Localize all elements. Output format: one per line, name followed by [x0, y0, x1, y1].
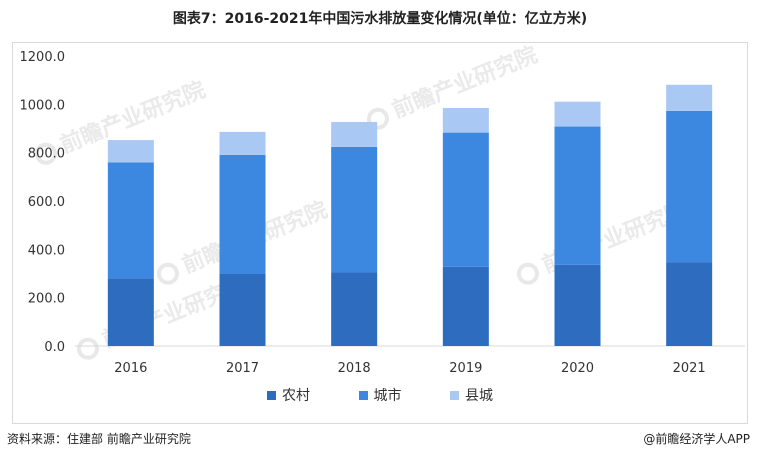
- y-tick-label: 800.0: [28, 147, 65, 162]
- bar-segment-2017-urban: [219, 154, 266, 274]
- bar-segment-2019-urban: [442, 132, 489, 267]
- legend-item-urban: 城市: [358, 385, 402, 405]
- y-tick-label: 200.0: [28, 292, 65, 307]
- bar-segment-2020-rural: [554, 264, 601, 346]
- legend-swatch-county: [449, 390, 459, 400]
- bar-segment-2019-county: [442, 107, 489, 133]
- legend-label: 农村: [282, 388, 311, 404]
- bar-segment-2017-county: [219, 131, 266, 155]
- y-tick-label: 600.0: [28, 195, 65, 210]
- credit-note: @前瞻经济学人APP: [643, 432, 750, 446]
- legend-swatch-urban: [358, 390, 368, 400]
- bar-segment-2021-rural: [666, 262, 713, 346]
- legend-item-rural: 农村: [267, 385, 310, 405]
- bar-segment-2017-rural: [219, 273, 266, 346]
- chart-title: 图表7：2016-2021年中国污水排放量变化情况(单位：亿立方米): [172, 11, 588, 27]
- bar-segment-2021-county: [666, 84, 713, 111]
- x-tick-label: 2018: [338, 361, 371, 376]
- footer: [0, 428, 760, 458]
- bar-segment-2020-county: [554, 101, 601, 127]
- bar-segment-2019-rural: [442, 266, 489, 346]
- legend-label: 城市: [373, 388, 402, 404]
- stacked-bar-chart: 0.0 200.0 400.0 600.0 800.0 1000.0 1200.0 2016 2…: [20, 50, 745, 376]
- x-tick-label: 2016: [114, 361, 147, 376]
- chart-frame: [12, 42, 748, 424]
- y-tick-label: 0.0: [44, 340, 65, 355]
- y-tick-label: 400.0: [28, 243, 65, 258]
- bar-segment-2016-urban: [107, 162, 154, 279]
- y-tick-label: 1000.0: [20, 98, 66, 113]
- bar-segment-2018-urban: [331, 146, 378, 273]
- bar-segment-2018-rural: [331, 272, 378, 346]
- bar-segment-2016-county: [107, 140, 154, 163]
- x-tick-label: 2019: [449, 361, 482, 376]
- legend-item-county: 县城: [449, 385, 493, 405]
- x-tick-label: 2021: [673, 361, 706, 376]
- bar-segment-2018-county: [331, 121, 378, 147]
- source-note: 资料来源：住建部 前瞻产业研究院: [7, 432, 191, 446]
- y-tick-label: 1200.0: [20, 50, 66, 65]
- chart-legend: 农村 城市 县城: [0, 385, 760, 405]
- legend-swatch-rural: [267, 390, 277, 400]
- bar-segment-2021-urban: [666, 110, 713, 263]
- bar-segment-2020-urban: [554, 126, 601, 265]
- x-tick-label: 2017: [226, 361, 259, 376]
- x-tick-label: 2020: [561, 361, 594, 376]
- legend-label: 县城: [464, 388, 493, 404]
- bar-segment-2016-rural: [107, 278, 154, 346]
